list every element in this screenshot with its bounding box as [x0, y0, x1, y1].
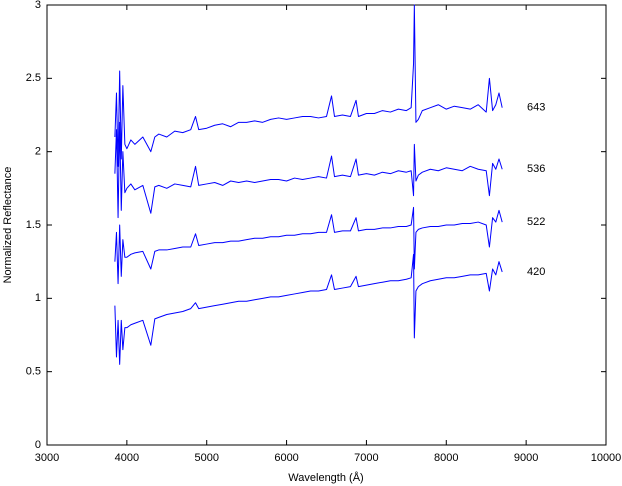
series-label: 643: [527, 102, 545, 114]
y-tick-label: 0: [35, 439, 41, 451]
spectrum-line: [114, 4, 503, 167]
y-tick-label: 1: [35, 292, 41, 304]
x-tick-label: 5000: [194, 452, 218, 464]
y-tick-label: 0.5: [26, 366, 41, 378]
x-tick-label: 4000: [115, 452, 139, 464]
x-tick-label: 10000: [591, 452, 622, 464]
x-tick-label: 9000: [514, 452, 538, 464]
x-axis-label: Wavelength (Å): [288, 471, 363, 484]
y-tick-label: 1.5: [26, 219, 41, 231]
y-tick-label: 2: [35, 146, 41, 158]
y-axis-label: Normalized Reflectance: [2, 167, 14, 284]
x-tick-label: 8000: [434, 452, 458, 464]
x-tick-label: 3000: [35, 452, 59, 464]
series-label: 536: [527, 163, 545, 175]
x-tick-label: 6000: [274, 452, 298, 464]
series-label: 522: [527, 216, 545, 228]
x-tick-label: 7000: [354, 452, 378, 464]
spectrum-line: [114, 206, 503, 285]
series-label: 420: [527, 266, 545, 278]
y-tick-label: 2.5: [26, 72, 41, 84]
spectrum-line: [114, 253, 503, 365]
spectrum-line: [114, 121, 503, 219]
y-tick-label: 3: [35, 0, 41, 11]
